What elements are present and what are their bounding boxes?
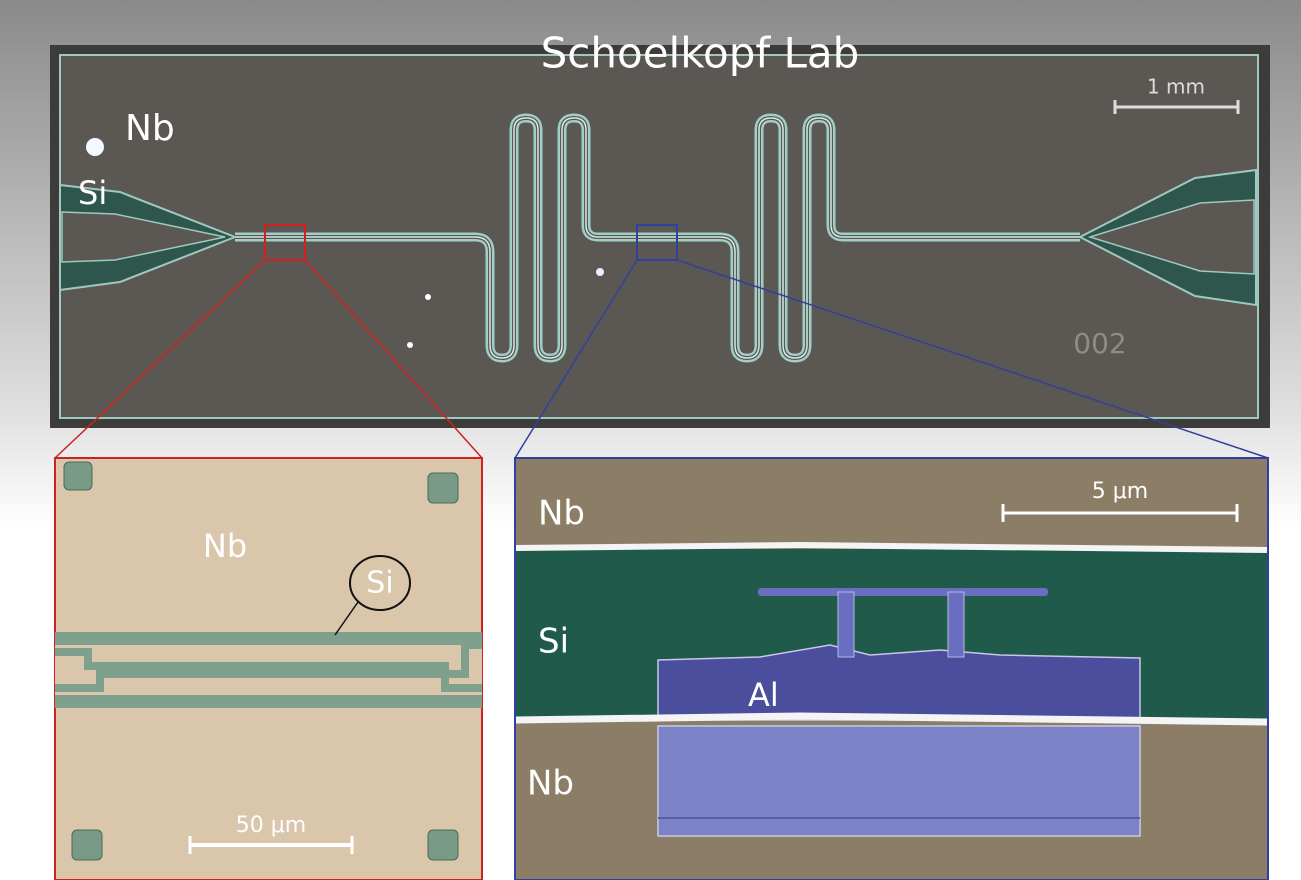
dust-spot bbox=[425, 294, 431, 300]
material-label: Nb bbox=[538, 494, 585, 534]
material-label: Nb bbox=[125, 108, 175, 149]
figure: 1 mm 002 Nb Si Schoelkopf Lab Si Nb 50 μ… bbox=[0, 0, 1301, 880]
dust-spot bbox=[596, 268, 604, 276]
title: Schoelkopf Lab bbox=[541, 29, 860, 78]
pad bbox=[428, 830, 458, 860]
al-junction bbox=[948, 592, 964, 657]
material-label: Nb bbox=[203, 527, 247, 565]
scale-label: 5 μm bbox=[1092, 479, 1148, 504]
material-label: Al bbox=[748, 676, 779, 714]
pad bbox=[428, 473, 458, 503]
scale-label: 50 μm bbox=[236, 813, 306, 838]
material-label: Si bbox=[366, 566, 393, 601]
dust-spot bbox=[407, 342, 413, 348]
material-label: Si bbox=[78, 174, 107, 212]
pad bbox=[64, 462, 92, 490]
al-bar bbox=[758, 588, 1048, 596]
page: 1 mm 002 Nb Si Schoelkopf Lab Si Nb 50 μ… bbox=[0, 0, 1301, 880]
dust-spot bbox=[86, 138, 104, 156]
material-label: Si bbox=[538, 622, 569, 662]
al-junction bbox=[838, 592, 854, 657]
scale-label: 1 mm bbox=[1147, 75, 1205, 99]
chip-id: 002 bbox=[1073, 327, 1126, 360]
al-pad bbox=[658, 726, 1140, 836]
pad bbox=[72, 830, 102, 860]
material-label: Nb bbox=[527, 764, 574, 804]
